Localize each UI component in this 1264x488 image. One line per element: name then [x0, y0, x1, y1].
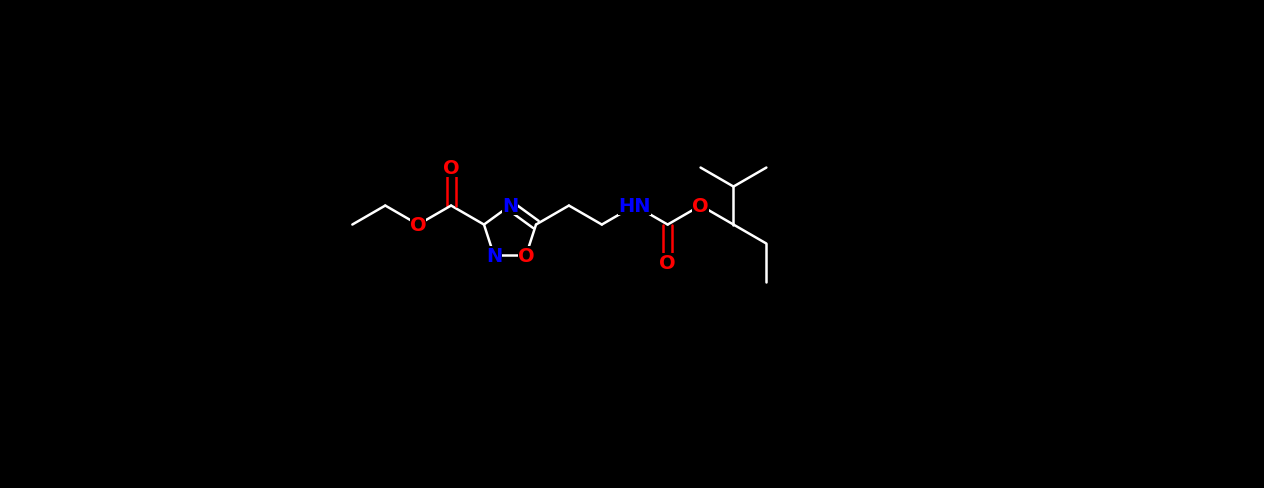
Text: O: O — [660, 254, 676, 272]
Text: N: N — [485, 246, 502, 265]
Text: O: O — [693, 197, 709, 216]
Text: O: O — [518, 246, 535, 265]
Text: HN: HN — [618, 197, 651, 216]
Text: O: O — [442, 159, 459, 178]
Text: O: O — [410, 216, 426, 235]
Text: N: N — [502, 197, 518, 216]
